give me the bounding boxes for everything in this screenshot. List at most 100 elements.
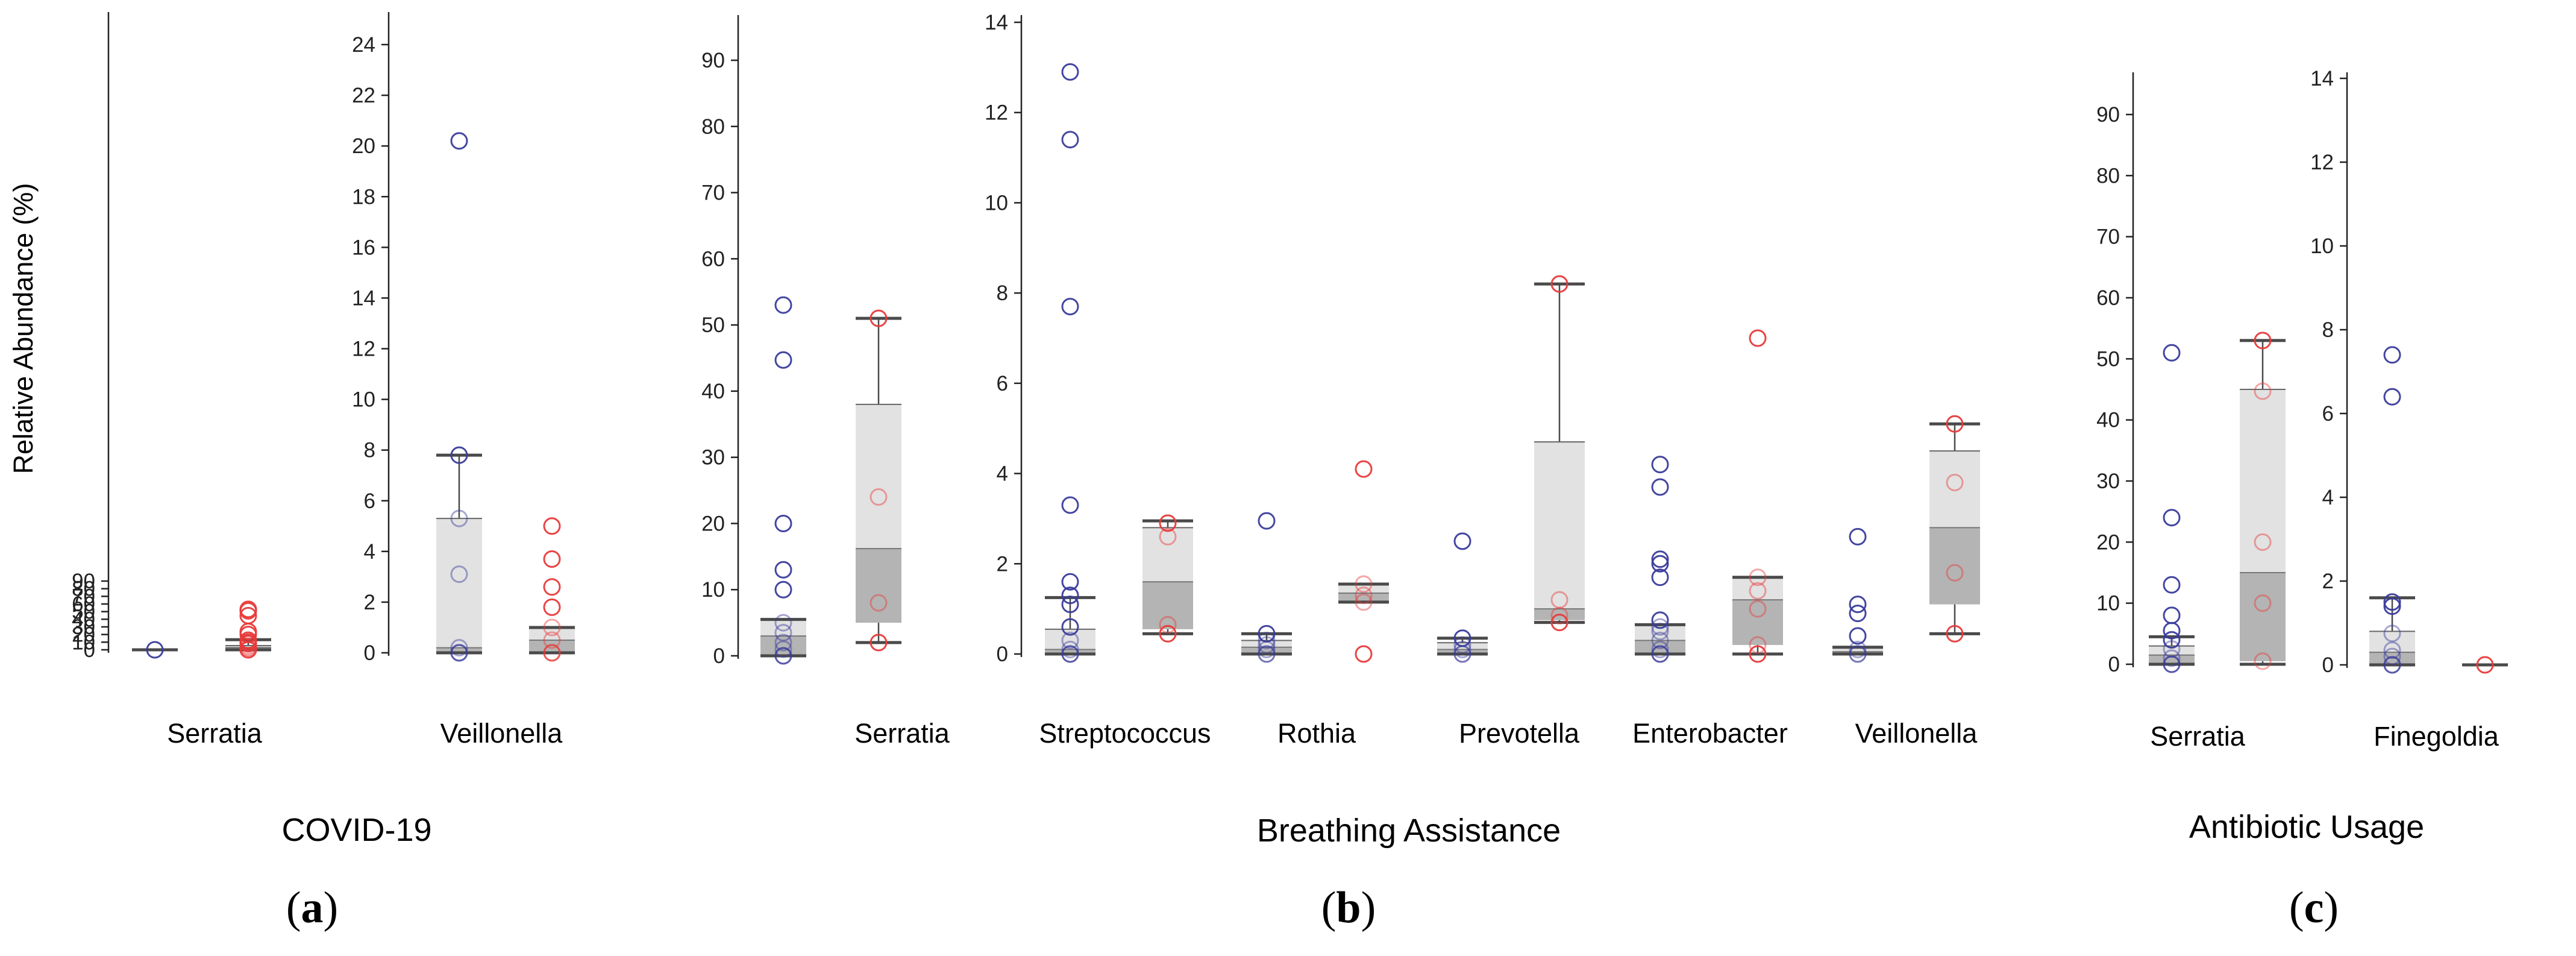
box-upper-half	[1338, 583, 1389, 593]
data-point-blue	[1258, 641, 1276, 659]
data-point-blue	[2163, 509, 2181, 527]
box-lower-half	[2369, 652, 2415, 665]
data-point-blue	[1061, 573, 1079, 591]
y-tick-label: 0	[364, 641, 375, 665]
data-point-red	[2254, 332, 2272, 350]
data-point-blue	[1849, 605, 1867, 623]
data-point-blue	[774, 640, 792, 658]
data-point-blue	[774, 514, 792, 532]
data-point-red	[239, 641, 257, 659]
data-point-blue	[2383, 641, 2401, 659]
y-tick-label: 10	[2310, 234, 2334, 258]
y-tick-label: 90	[701, 49, 725, 72]
data-point-blue	[1258, 645, 1276, 663]
y-tick-label: 50	[72, 600, 95, 624]
data-point-blue	[1849, 527, 1867, 546]
y-tick-label: 20	[701, 512, 725, 535]
data-point-red	[543, 644, 561, 662]
y-tick-label: 10	[352, 388, 375, 412]
data-point-red	[1550, 606, 1568, 624]
y-tick-label: 10	[985, 191, 1008, 215]
y-tick-label: 14	[2310, 67, 2334, 90]
data-point-blue	[1061, 641, 1079, 659]
data-point-blue	[1651, 611, 1669, 629]
y-tick-label: 80	[72, 577, 95, 601]
data-point-blue	[1651, 632, 1669, 650]
data-point-blue	[774, 351, 792, 369]
data-point-blue	[2163, 344, 2181, 362]
y-tick-label: 16	[352, 236, 375, 259]
box-upper-half	[856, 404, 901, 549]
data-point-blue	[1453, 645, 1471, 663]
data-point-red	[1550, 614, 1568, 632]
data-point-blue	[774, 647, 792, 665]
data-point-blue	[1061, 131, 1079, 149]
data-point-blue	[450, 565, 468, 583]
y-tick-label: 80	[2096, 164, 2120, 187]
data-point-blue	[1651, 478, 1669, 496]
data-point-blue	[2163, 655, 2181, 673]
genus-label: Streptococcus	[1039, 718, 1211, 749]
y-tick-label: 60	[72, 593, 95, 616]
data-point-blue	[2383, 656, 2401, 674]
y-tick-label: 18	[352, 185, 375, 209]
data-point-blue	[1651, 641, 1669, 659]
data-point-blue	[450, 132, 468, 150]
data-point-blue	[774, 580, 792, 599]
data-point-red	[239, 641, 257, 659]
y-tick-label: 0	[84, 638, 95, 662]
data-point-blue	[2383, 647, 2401, 665]
y-tick-label: 4	[997, 462, 1008, 486]
y-tick-label: 80	[701, 115, 725, 139]
data-point-blue	[2383, 597, 2401, 615]
data-point-red	[543, 578, 561, 596]
y-tick-label: 4	[364, 540, 375, 564]
data-point-red	[543, 598, 561, 616]
data-point-red	[1749, 582, 1767, 600]
data-point-red	[1355, 586, 1373, 605]
data-point-blue	[2163, 649, 2181, 667]
data-point-blue	[2163, 655, 2181, 673]
y-tick-label: 20	[2096, 530, 2120, 554]
y-tick-label: 30	[72, 615, 95, 639]
box-upper-half	[436, 518, 482, 648]
data-point-red	[239, 635, 257, 653]
data-point-blue	[2383, 624, 2401, 643]
data-point-blue	[450, 644, 468, 662]
data-point-blue	[1061, 496, 1079, 514]
data-point-red	[2254, 594, 2272, 612]
box-upper-half	[1929, 451, 1980, 528]
y-tick-label: 2	[364, 591, 375, 614]
data-point-blue	[146, 641, 164, 659]
y-tick-label: 70	[72, 585, 95, 608]
data-point-blue	[1453, 645, 1471, 663]
box-upper-half	[2240, 389, 2286, 573]
box-lower-half	[1929, 527, 1980, 605]
data-point-blue	[2383, 346, 2401, 364]
y-tick-label: 90	[72, 570, 95, 593]
box-lower-half	[1635, 640, 1685, 654]
box-upper-half	[2369, 631, 2415, 653]
data-point-blue	[2383, 656, 2401, 674]
data-point-blue	[1651, 555, 1669, 573]
data-point-blue	[1453, 636, 1471, 654]
data-point-blue	[1651, 568, 1669, 586]
y-tick-label: 40	[701, 380, 725, 403]
data-point-red	[1355, 460, 1373, 478]
genus-label: Serratia	[2150, 721, 2246, 752]
data-point-red	[1946, 624, 1964, 643]
y-tick-label: 8	[997, 281, 1008, 305]
data-point-red	[1159, 527, 1177, 546]
data-point-blue	[1061, 645, 1079, 663]
data-point-blue	[1061, 632, 1079, 650]
box-upper-half	[760, 619, 806, 637]
data-point-red	[1946, 415, 1964, 433]
data-point-blue	[2163, 655, 2181, 673]
data-point-red	[1355, 645, 1373, 663]
y-tick-label: 8	[2322, 318, 2334, 342]
data-point-blue	[450, 509, 468, 527]
data-point-red	[239, 626, 257, 644]
box-lower-half	[760, 636, 806, 656]
y-tick-label: 2	[2322, 570, 2334, 593]
y-tick-label: 20	[352, 134, 375, 158]
